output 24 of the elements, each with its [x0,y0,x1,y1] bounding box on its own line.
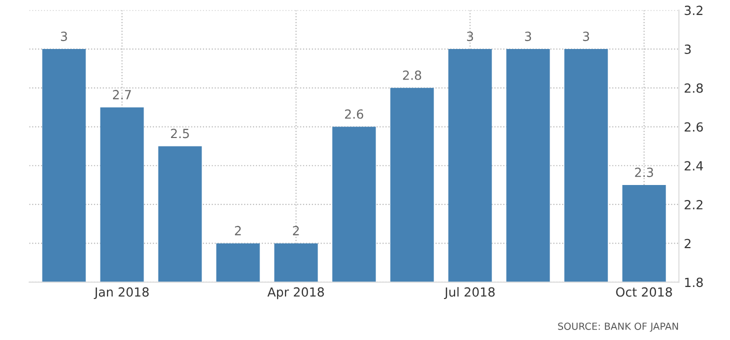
y-tick-label: 1.8 [685,278,703,288]
y-tick-label: 2.2 [684,200,702,210]
x-tick-label: Oct 2018 [616,287,672,297]
x-tick-label: Jul 2018 [444,287,495,300]
y-tick-label: 3.2 [684,6,702,16]
y-tick-label: 2.4 [684,161,703,170]
x-tick-label: Jan 2018 [94,287,149,300]
source-note: SOURCE: BANK OF JAPAN [558,322,678,332]
data-label: 2.6 [345,109,364,119]
data-label: 2.5 [171,128,189,138]
data-label: 2 [292,226,299,236]
data-label: 3 [525,32,532,42]
data-label: 3 [583,32,590,42]
data-label: 2 [234,226,241,236]
y-tick-label: 2.8 [684,83,703,93]
data-label: 2.3 [635,168,654,178]
data-label: 2.8 [403,70,422,80]
y-tick-label: 3 [684,44,691,54]
data-label: 3 [60,32,67,42]
data-label: 2.7 [112,90,131,100]
x-tick-label: Apr 2018 [267,287,324,300]
y-tick-label: 2.6 [684,122,703,132]
y-tick-label: 2 [684,238,690,248]
data-label: 3 [467,32,474,42]
